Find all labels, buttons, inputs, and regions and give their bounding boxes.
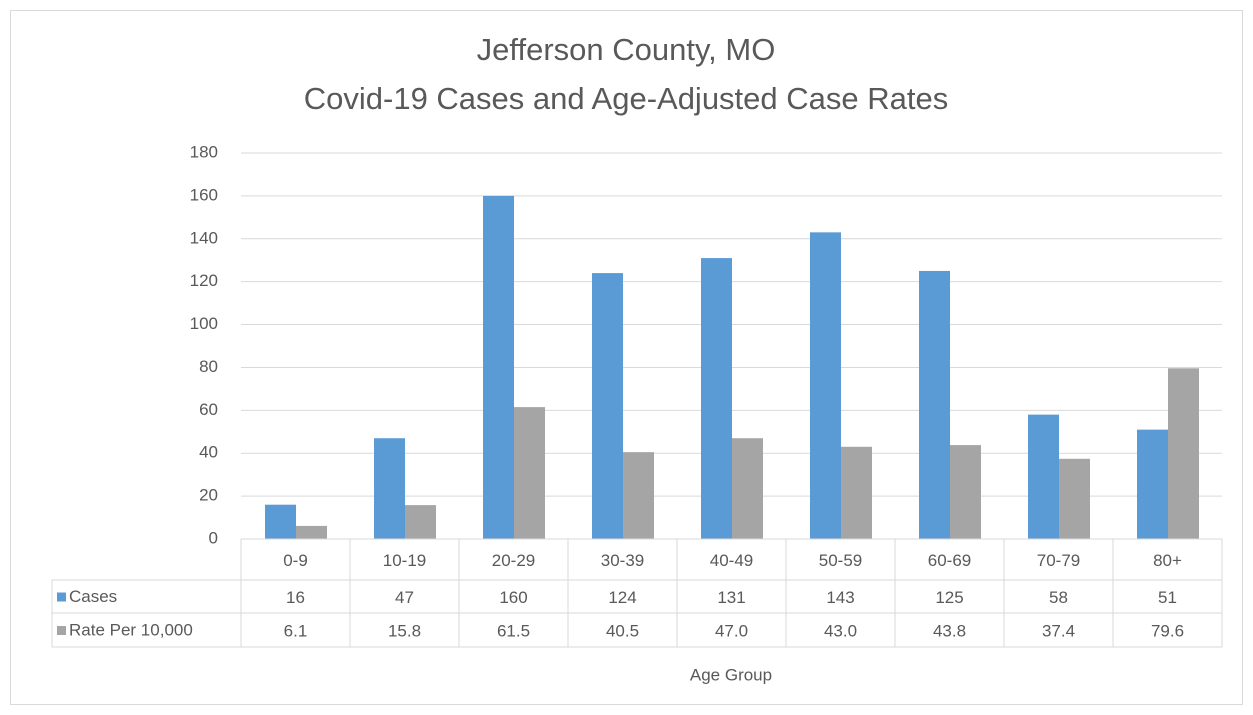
table-value: 43.0 bbox=[824, 621, 857, 640]
x-tick-label: 60-69 bbox=[928, 551, 971, 570]
bar bbox=[810, 232, 841, 539]
x-tick-label: 70-79 bbox=[1037, 551, 1080, 570]
bar bbox=[732, 438, 763, 539]
y-tick-label: 80 bbox=[199, 357, 218, 376]
table-value: 47.0 bbox=[715, 621, 748, 640]
table-value: 143 bbox=[826, 588, 854, 607]
table-value: 125 bbox=[935, 588, 963, 607]
y-tick-label: 40 bbox=[199, 443, 218, 462]
y-tick-label: 160 bbox=[190, 185, 218, 204]
x-tick-label: 0-9 bbox=[283, 551, 308, 570]
bar bbox=[483, 195, 514, 539]
x-tick-label: 20-29 bbox=[492, 551, 535, 570]
bar bbox=[919, 270, 950, 539]
table-value: 47 bbox=[395, 588, 414, 607]
legend-swatch bbox=[57, 592, 66, 602]
bar bbox=[623, 452, 654, 539]
table-value: 131 bbox=[717, 588, 745, 607]
table-value: 61.5 bbox=[497, 621, 530, 640]
bar bbox=[374, 438, 405, 539]
bar bbox=[1168, 368, 1199, 539]
bar bbox=[405, 505, 436, 539]
table-value: 37.4 bbox=[1042, 621, 1075, 640]
bar bbox=[1137, 429, 1168, 539]
x-tick-label: 10-19 bbox=[383, 551, 426, 570]
table-value: 6.1 bbox=[284, 621, 308, 640]
y-tick-label: 20 bbox=[199, 486, 218, 505]
x-tick-label: 50-59 bbox=[819, 551, 862, 570]
y-tick-label: 100 bbox=[190, 314, 218, 333]
table-value: 43.8 bbox=[933, 621, 966, 640]
x-tick-label: 30-39 bbox=[601, 551, 644, 570]
chart-subtitle: Covid-19 Cases and Age-Adjusted Case Rat… bbox=[304, 81, 948, 116]
legend-label: Cases bbox=[69, 587, 117, 606]
y-tick-label: 120 bbox=[190, 271, 218, 290]
y-tick-label: 140 bbox=[190, 228, 218, 247]
bar bbox=[296, 525, 327, 539]
y-tick-label: 0 bbox=[209, 528, 218, 547]
bar bbox=[950, 445, 981, 539]
y-tick-label: 180 bbox=[190, 142, 218, 161]
legend-swatch bbox=[57, 626, 66, 635]
x-tick-label: 80+ bbox=[1153, 551, 1182, 570]
bar bbox=[841, 446, 872, 539]
bar bbox=[514, 407, 545, 539]
table-value: 15.8 bbox=[388, 621, 421, 640]
table-value: 160 bbox=[499, 588, 527, 607]
bar bbox=[1059, 458, 1090, 539]
table-value: 79.6 bbox=[1151, 621, 1184, 640]
chart-border bbox=[10, 10, 1243, 705]
x-tick-label: 40-49 bbox=[710, 551, 753, 570]
bar bbox=[701, 258, 732, 539]
bar bbox=[592, 273, 623, 539]
table-value: 40.5 bbox=[606, 621, 639, 640]
table-value: 124 bbox=[608, 588, 636, 607]
chart-title: Jefferson County, MO bbox=[477, 32, 776, 67]
table-value: 58 bbox=[1049, 588, 1068, 607]
legend-label: Rate Per 10,000 bbox=[69, 620, 193, 639]
bar bbox=[1028, 414, 1059, 539]
table-value: 51 bbox=[1158, 588, 1177, 607]
y-tick-label: 60 bbox=[199, 400, 218, 419]
bar bbox=[265, 504, 296, 539]
table-value: 16 bbox=[286, 588, 305, 607]
x-axis-label: Age Group bbox=[690, 665, 772, 684]
